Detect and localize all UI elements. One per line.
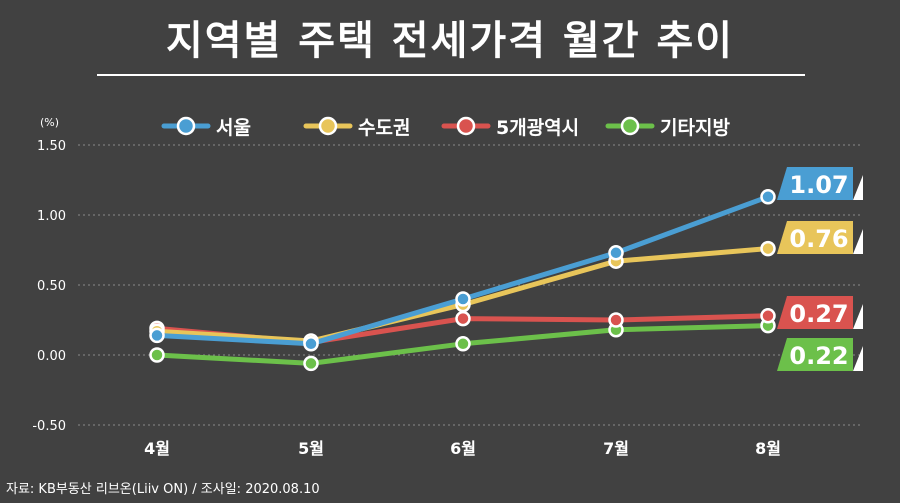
data-point [303, 355, 319, 372]
value-flag [777, 338, 853, 371]
legend-label: 기타지방 [660, 117, 730, 139]
x-tick-label: 8월 [755, 439, 781, 458]
chart-title: 지역별 주택 전세가격 월간 추이 [165, 18, 735, 64]
data-point [149, 327, 165, 344]
value-flag [777, 221, 853, 254]
title-underline [97, 74, 805, 76]
x-tick-label: 6월 [450, 439, 476, 458]
y-tick-label: 1.50 [37, 139, 66, 154]
data-point [760, 308, 776, 324]
data-point [455, 291, 471, 307]
value-flag-fold [853, 175, 863, 200]
data-point [455, 310, 471, 327]
x-tick-label: 7월 [603, 439, 629, 458]
end-value-label: 1.07 [789, 171, 848, 199]
value-flag-fold [853, 229, 863, 254]
y-tick-label: 0.00 [37, 349, 66, 364]
y-tick-label: 0.50 [37, 279, 66, 294]
legend-marker [318, 116, 338, 136]
x-tick-label: 4월 [144, 439, 170, 458]
y-unit-label: (%) [40, 116, 59, 129]
legend-label: 5개광역시 [496, 117, 579, 139]
legend-label: 수도권 [358, 117, 410, 139]
data-point [608, 312, 624, 328]
legend-label: 서울 [216, 117, 251, 139]
y-tick-label: 1.00 [37, 209, 66, 224]
value-flag [777, 167, 853, 200]
data-point [149, 347, 165, 363]
value-flag [777, 296, 853, 329]
legend-marker [620, 116, 640, 136]
data-point [303, 336, 319, 352]
data-point [608, 245, 624, 261]
value-flag-fold [853, 304, 863, 329]
data-point [760, 189, 776, 205]
end-value-label: 0.27 [789, 300, 848, 328]
end-value-label: 0.76 [789, 225, 848, 253]
data-point [455, 336, 471, 352]
data-point [760, 240, 776, 257]
y-tick-label: -0.50 [32, 419, 66, 434]
value-flag-fold [853, 346, 863, 371]
end-value-label: 0.22 [789, 342, 848, 370]
legend-marker [456, 116, 476, 136]
x-tick-label: 5월 [298, 439, 324, 458]
legend-marker [176, 116, 196, 136]
source-note: 자료: KB부동산 리브온(Liiv ON) / 조사일: 2020.08.10 [6, 482, 320, 497]
